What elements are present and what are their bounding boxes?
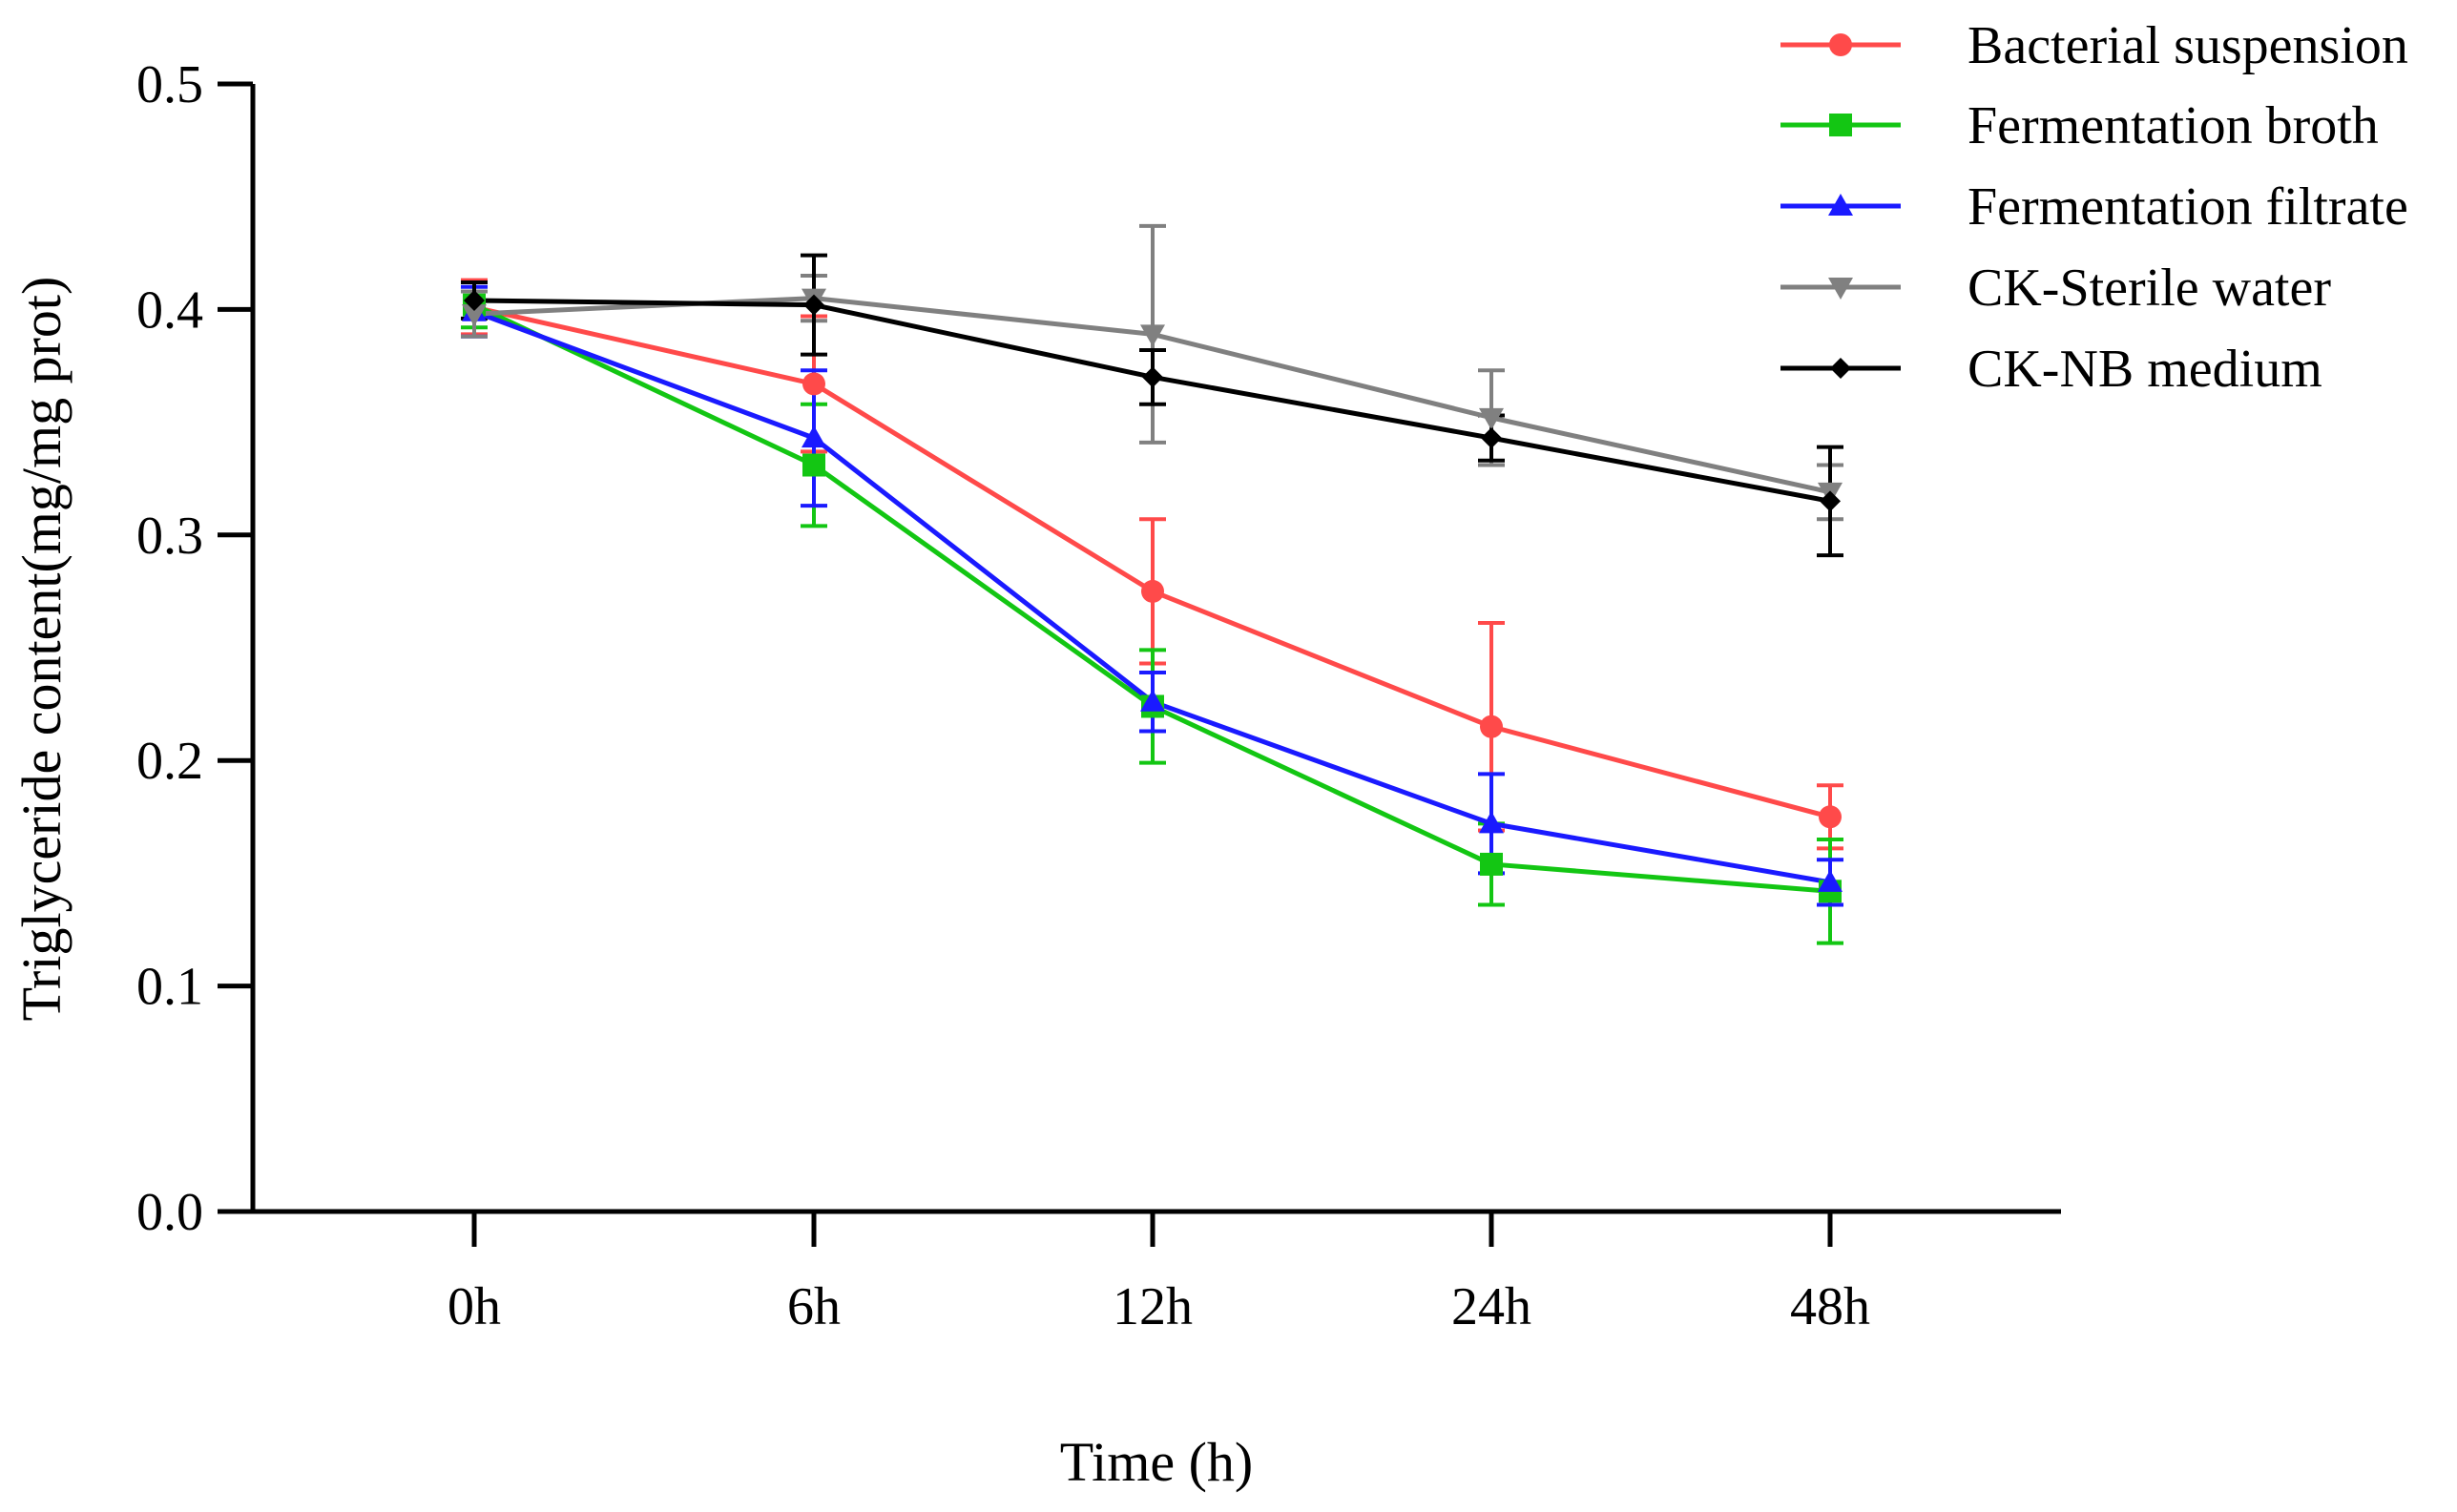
data-point-bacterial-suspension: [1480, 715, 1503, 738]
x-axis-ticks: 0h 6h 12h 24h 48h: [448, 1212, 1870, 1336]
legend-label: CK-NB medium: [1968, 340, 2322, 399]
legend-swatch-marker: [1828, 278, 1853, 300]
legend-swatch-marker: [1830, 358, 1851, 379]
y-tick-label: 0.3: [136, 507, 203, 566]
data-point-fermentation-filtrate: [1140, 689, 1165, 712]
y-axis-title: Triglyceride content(mg/mg prot): [10, 277, 73, 1022]
legend-label: Bacterial suspension: [1968, 16, 2408, 75]
series-markers: [462, 288, 1843, 903]
legend-label: Fermentation filtrate: [1968, 177, 2408, 237]
x-axis-title: Time (h): [1060, 1431, 1254, 1493]
data-point-ck-nb-medium: [1820, 490, 1841, 512]
data-point-bacterial-suspension: [1141, 579, 1164, 603]
legend-swatch-marker: [1829, 114, 1852, 136]
x-tick-label: 0h: [448, 1277, 501, 1336]
legend-label: CK-Sterile water: [1968, 259, 2331, 318]
legend-entry-ck-sterile-water: CK-Sterile water: [1780, 259, 2331, 318]
legend-swatch-marker: [1829, 33, 1852, 56]
legend-entry-bacterial-suspension: Bacterial suspension: [1780, 16, 2408, 75]
data-point-bacterial-suspension: [802, 372, 825, 396]
data-point-ck-nb-medium: [1142, 366, 1163, 388]
legend-entry-ck-nb-medium: CK-NB medium: [1780, 340, 2322, 399]
y-tick-label: 0.4: [136, 280, 203, 340]
axes: 0.0 0.1 0.2 0.3 0.4 0.5 0h 6h 12h 24h 48h: [136, 55, 2061, 1336]
data-point-ck-nb-medium: [803, 294, 824, 316]
y-tick-label: 0.2: [136, 732, 203, 791]
legend: Bacterial suspension Fermentation broth Fe…: [1780, 16, 2408, 399]
y-tick-label: 0.5: [136, 55, 203, 114]
data-point-fermentation-filtrate: [802, 425, 826, 448]
x-tick-label: 48h: [1790, 1277, 1870, 1336]
legend-label: Fermentation broth: [1968, 96, 2379, 155]
data-point-ck-sterile-water: [1479, 407, 1504, 430]
data-point-ck-sterile-water: [462, 304, 487, 327]
data-point-fermentation-broth: [1480, 852, 1503, 876]
x-tick-label: 6h: [787, 1277, 841, 1336]
data-point-ck-nb-medium: [464, 289, 485, 311]
data-point-fermentation-filtrate: [1818, 869, 1843, 892]
legend-swatch-marker: [1828, 194, 1853, 216]
data-point-fermentation-filtrate: [1479, 811, 1504, 834]
x-tick-label: 12h: [1113, 1277, 1193, 1336]
y-tick-label: 0.0: [136, 1183, 203, 1242]
x-tick-label: 24h: [1451, 1277, 1531, 1336]
y-tick-label: 0.1: [136, 958, 203, 1017]
data-point-ck-sterile-water: [1140, 324, 1165, 347]
y-axis-ticks: 0.0 0.1 0.2 0.3 0.4 0.5: [136, 55, 253, 1242]
data-point-bacterial-suspension: [1819, 805, 1842, 829]
legend-entry-fermentation-broth: Fermentation broth: [1780, 96, 2379, 155]
data-point-fermentation-broth: [802, 453, 825, 477]
data-point-ck-nb-medium: [1481, 427, 1502, 449]
legend-entry-fermentation-filtrate: Fermentation filtrate: [1780, 177, 2408, 237]
